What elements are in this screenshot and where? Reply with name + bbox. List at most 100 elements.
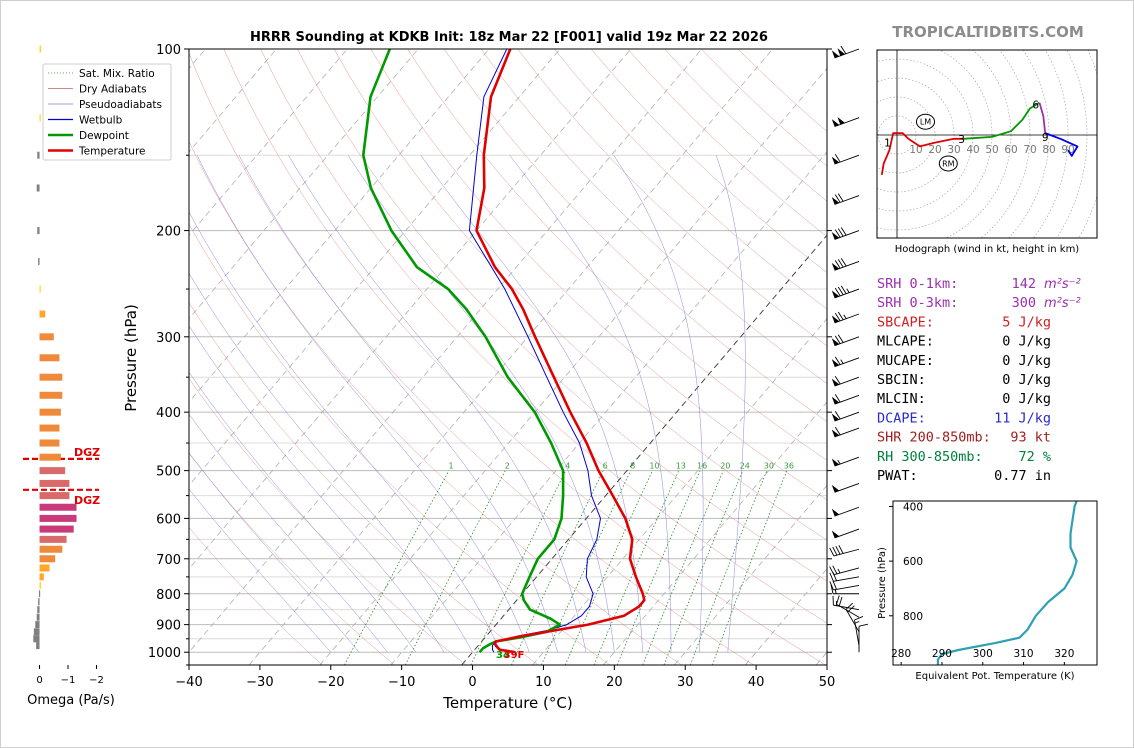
dry-adiabat-line [189,378,467,665]
dry-adiabat-line [737,49,827,132]
hodograph-ring-label: 40 [966,144,979,156]
y-tick-label: 900 [156,619,181,634]
y-tick-label: 600 [156,512,181,527]
hodograph-caption: Hodograph (wind in kt, height in km) [895,244,1080,255]
parameter-value: 93 kt [1010,430,1051,446]
barb-full [834,194,841,203]
barb-half [837,459,841,465]
x-tick-label: 0 [468,675,476,690]
x-tick-label: −30 [246,675,273,690]
wind-barb [831,528,860,539]
theta-e-x-tick-label: 310 [1014,648,1034,660]
omega-bar [39,408,61,416]
omega-bar [38,598,40,606]
dry-adiabat-line [297,49,827,582]
dry-adiabat-line [480,49,827,384]
wind-barb [831,394,860,405]
dgz-label: DGZ [74,446,100,459]
omega-panel: 0 −1 −2 [33,45,104,686]
hodograph-height-label: 1 [884,138,891,150]
barb-full [834,410,841,420]
parameter-unit: m²s⁻² [1044,277,1081,292]
theta-e-y-tick-label: 400 [903,501,923,513]
pseudoadiabat-line [347,155,615,653]
wind-barb [831,311,860,324]
barb-staff [836,603,860,618]
omega-bar [39,45,41,53]
theta-e-y-tick-label: 800 [903,611,923,623]
barb-full [834,376,841,385]
theta-e-panel: 280 290 300 310 320 400 600 800 Equivalent Pot.… [877,500,1098,682]
omega-bar [36,642,40,650]
omega-bar [39,354,60,362]
isotherm-line [674,484,827,665]
storm-motion-marker [938,155,958,172]
mixing-ratio-label: 2 [505,462,510,471]
dry-adiabat-line [189,52,754,665]
barb-flag [837,48,845,56]
barb-staff [833,567,860,576]
mixing-ratio-label: 30 [764,462,774,471]
y-tick-label: 300 [156,331,181,346]
barb-flag [831,119,840,127]
omega-tick-label: −1 [61,675,76,686]
hodograph-ring-label: 20 [928,144,941,156]
pseudoadiabat-line [420,155,643,653]
dry-adiabat-line [189,452,395,665]
dry-adiabat-line [590,49,827,273]
hodograph-ring-label: 30 [947,144,960,156]
isotherm-line [189,49,419,320]
isotherm-line [189,49,561,487]
parameter-label: MLCAPE: [877,334,934,350]
omega-bar [39,424,60,432]
barb-staff [833,584,860,591]
surface-dewpoint-label: 34 [496,650,510,661]
omega-bar [39,333,54,341]
dry-adiabat-line [189,141,683,665]
barb-flag [831,484,840,493]
barb-flag [831,197,840,205]
omega-bar [39,573,44,581]
pseudoadiabat-line [196,155,530,653]
isotherm-line [248,49,773,665]
hodograph-ring-label: 50 [985,144,998,156]
barb-full [834,260,841,269]
barb-full [834,312,841,322]
barb-half [837,568,841,574]
omega-tick-label: 0 [36,675,42,686]
theta-e-x-tick-label: 320 [1054,648,1074,660]
omega-bar [39,525,74,533]
legend-label: Wetbulb [79,115,123,127]
parameter-label: MLCIN: [877,391,926,407]
isotherm-line [390,151,827,665]
omega-bar [38,590,41,598]
barb-flag [831,508,840,517]
mixing-ratio-line [511,470,604,665]
x-axis-label: Temperature (°C) [442,694,572,712]
x-tick-label: −20 [317,675,344,690]
wind-barb [831,376,860,387]
x-tick-label: 40 [748,675,765,690]
mixing-ratio-label: 4 [565,462,570,471]
hodograph-ring-label: 60 [1004,144,1017,156]
barb-half [846,288,850,293]
y-tick-label: 800 [156,588,181,603]
wind-barb [831,227,860,240]
wind-barb [831,258,860,271]
omega-bar [39,514,77,522]
wind-barb [858,623,869,653]
theta-e-x-tick-label: 300 [973,648,993,660]
wind-barb [836,595,860,618]
omega-bar [39,564,50,572]
dry-adiabat-line [554,49,827,310]
mixing-ratio-label: 36 [784,462,794,471]
pseudoadiabat-line [189,211,502,653]
barb-half [843,314,847,319]
omega-bar [39,545,63,553]
barb-full [840,45,847,55]
wind-barb [829,580,860,591]
skewt-profile-traces [361,49,646,654]
parameter-label: SBCIN: [877,372,926,388]
barb-flag [831,530,840,538]
